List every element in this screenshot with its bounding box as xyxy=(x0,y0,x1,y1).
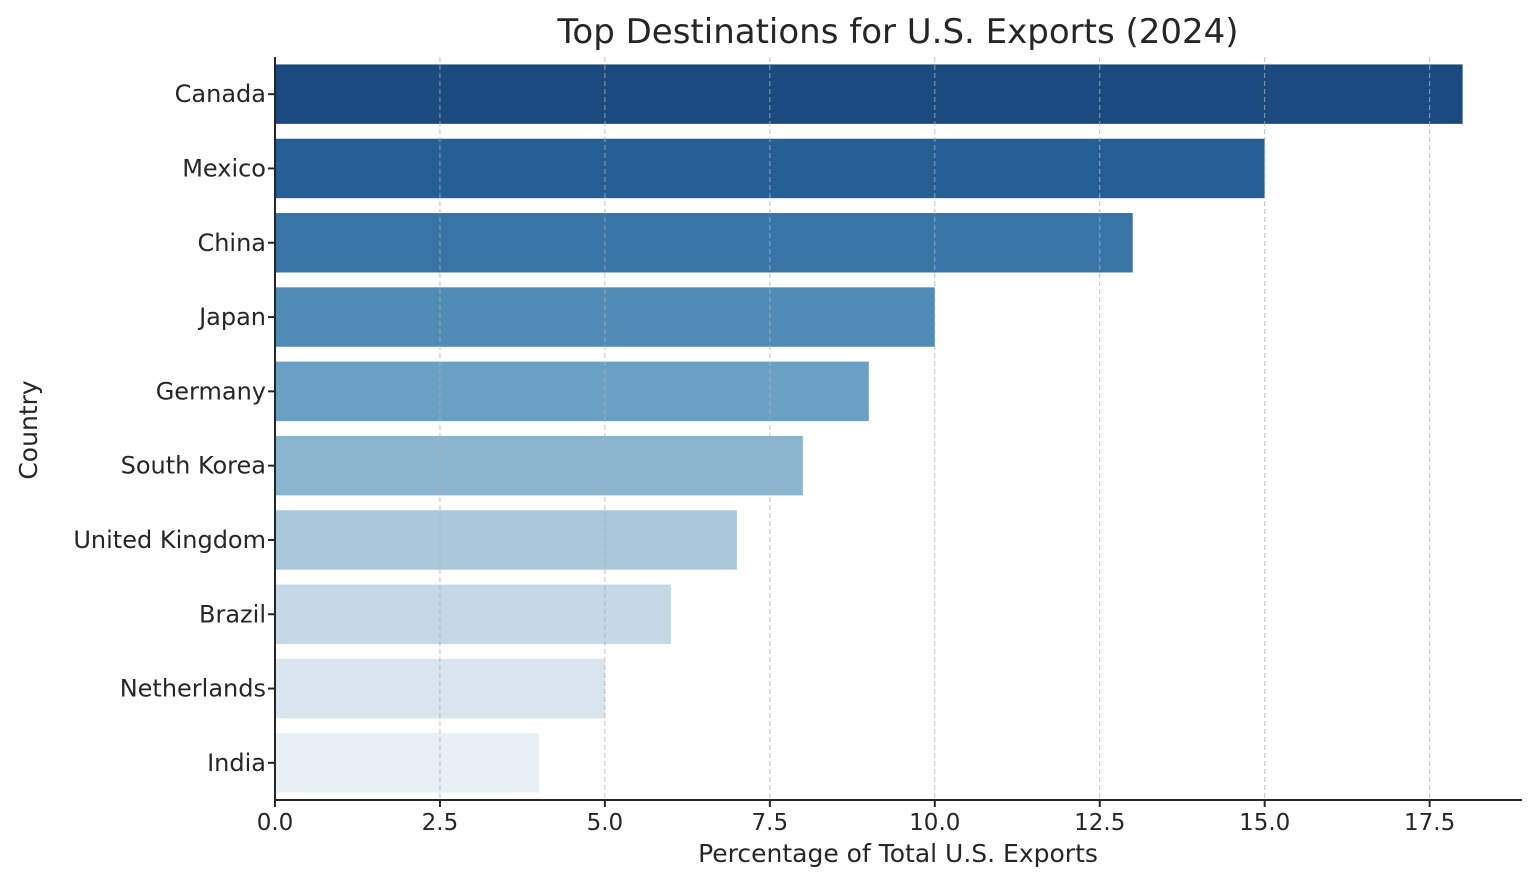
bar-united-kingdom xyxy=(275,510,737,570)
bar-germany xyxy=(275,361,869,422)
bar-brazil xyxy=(275,584,671,644)
x-tick-label: 7.5 xyxy=(752,810,789,836)
chart-title: Top Destinations for U.S. Exports (2024) xyxy=(556,12,1238,52)
bar-india xyxy=(275,733,539,793)
y-tick-label: Germany xyxy=(156,377,266,405)
y-tick-label: Japan xyxy=(197,303,266,331)
bar-canada xyxy=(275,64,1463,124)
y-tick-label: Netherlands xyxy=(120,675,266,703)
x-tick-label: 12.5 xyxy=(1074,810,1125,836)
y-tick-label: Brazil xyxy=(199,600,266,628)
bar-south-korea xyxy=(275,435,803,496)
x-tick-label: 5.0 xyxy=(587,810,624,836)
y-tick-label: Canada xyxy=(175,80,266,108)
y-tick-label: China xyxy=(197,229,266,257)
x-tick-label: 0.0 xyxy=(257,810,294,836)
y-tick-label: South Korea xyxy=(121,452,266,480)
y-tick-label: India xyxy=(207,749,266,777)
y-tick-label: United Kingdom xyxy=(73,526,266,554)
y-tick-label: Mexico xyxy=(182,154,266,182)
x-tick-label: 17.5 xyxy=(1404,810,1455,836)
x-tick-label: 10.0 xyxy=(909,810,960,836)
x-axis-title: Percentage of Total U.S. Exports xyxy=(698,839,1098,868)
y-axis-title: Country xyxy=(14,380,43,480)
x-tick-label: 15.0 xyxy=(1239,810,1290,836)
x-tick-label: 2.5 xyxy=(422,810,459,836)
bar-china xyxy=(275,213,1133,273)
